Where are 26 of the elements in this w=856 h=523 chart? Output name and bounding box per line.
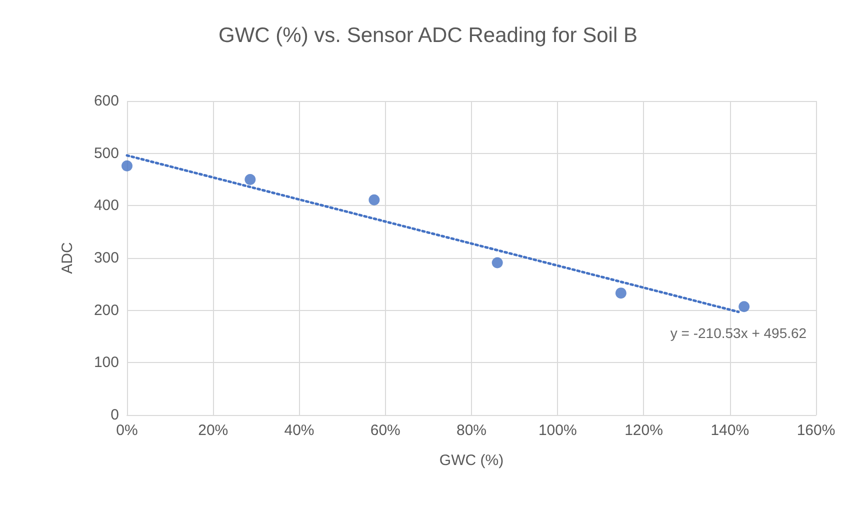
x-tick-label: 60% bbox=[370, 422, 400, 439]
annotation: y = -210.53x + 495.62 bbox=[670, 324, 807, 341]
x-tick-label: 0% bbox=[116, 422, 138, 439]
point bbox=[615, 288, 626, 299]
y-tick-label: 300 bbox=[94, 250, 119, 266]
x-tick-label: 160% bbox=[796, 422, 836, 439]
point bbox=[738, 301, 750, 312]
y-axis-title: ADC bbox=[59, 242, 76, 274]
y-tick-label: 0 bbox=[110, 406, 119, 424]
y-tick-label: 600 bbox=[94, 92, 119, 110]
point bbox=[368, 194, 380, 206]
x-tick-label: 120% bbox=[624, 422, 663, 439]
y-tick-label: 500 bbox=[94, 144, 119, 162]
point bbox=[122, 160, 132, 172]
x-tick-label: 20% bbox=[198, 422, 228, 439]
x-axis-title: GWC (%) bbox=[439, 452, 504, 469]
point bbox=[492, 257, 503, 268]
x-tick-label: 40% bbox=[284, 422, 314, 439]
y-tick-label: 100 bbox=[94, 354, 119, 372]
chart-title: GWC (%) vs. Sensor ADC Reading for Soil B bbox=[218, 24, 638, 47]
y-tick-label: 400 bbox=[94, 197, 119, 214]
point bbox=[244, 174, 256, 185]
x-tick-label: 100% bbox=[538, 422, 577, 439]
y-tick-label: 200 bbox=[94, 302, 119, 319]
x-tick-label: 140% bbox=[710, 422, 750, 439]
x-tick-label: 80% bbox=[456, 422, 487, 439]
